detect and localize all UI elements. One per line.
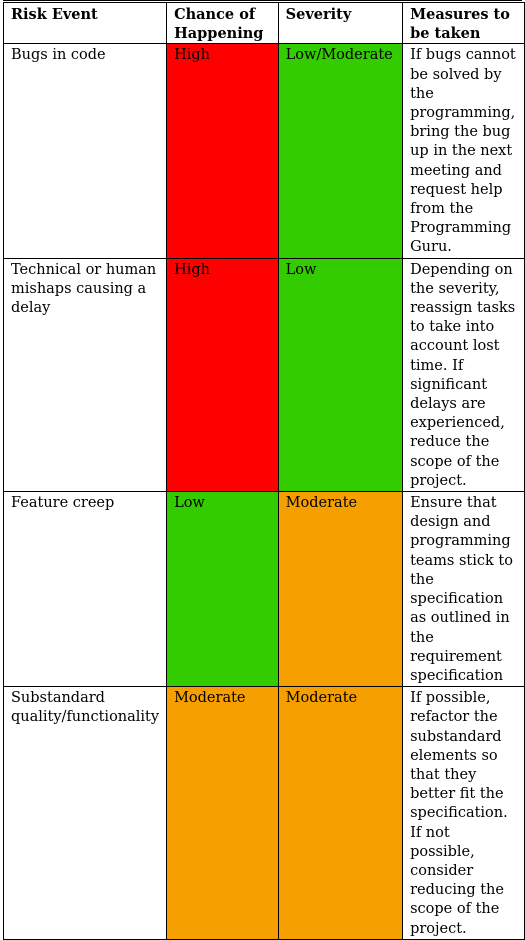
severity-cell: Low/Moderate <box>277 43 404 259</box>
risk-event-cell: Substandard quality/functionality <box>2 686 168 940</box>
chance-cell: Moderate <box>166 686 279 940</box>
header-chance: Chance of Happening <box>166 1 279 45</box>
measures-cell: If bugs cannot be solved by the programm… <box>402 43 525 259</box>
table-row: Bugs in code High Low/Moderate If bugs c… <box>2 43 525 259</box>
chance-cell: High <box>166 257 279 493</box>
chance-cell: Low <box>166 491 279 688</box>
table-top-rule <box>3 0 522 1</box>
header-risk-event: Risk Event <box>2 1 168 45</box>
table-row: Substandard quality/functionality Modera… <box>2 686 525 940</box>
table-row: Technical or human mishaps causing a del… <box>2 257 525 493</box>
chance-cell: High <box>166 43 279 259</box>
measures-cell: Depending on the severity, reassign task… <box>402 257 525 493</box>
header-measures: Measures to be taken <box>402 1 525 45</box>
risk-event-cell: Feature creep <box>2 491 168 688</box>
severity-cell: Moderate <box>277 686 404 940</box>
table-row: Feature creep Low Moderate Ensure that d… <box>2 491 525 688</box>
severity-cell: Moderate <box>277 491 404 688</box>
risk-event-cell: Technical or human mishaps causing a del… <box>2 257 168 493</box>
measures-cell: Ensure that design and programming teams… <box>402 491 525 688</box>
header-row: Risk Event Chance of Happening Severity … <box>2 1 525 45</box>
severity-cell: Low <box>277 257 404 493</box>
measures-cell: If possible, refactor the substandard el… <box>402 686 525 940</box>
risk-event-cell: Bugs in code <box>2 43 168 259</box>
header-severity: Severity <box>277 1 404 45</box>
